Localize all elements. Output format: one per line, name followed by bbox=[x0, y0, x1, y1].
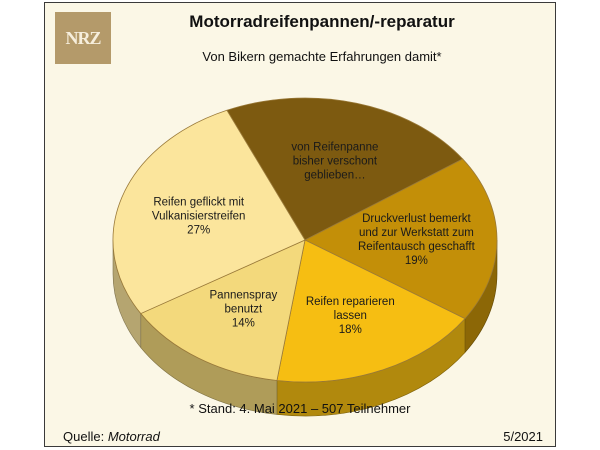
pie-slice-label-3: Pannenspray benutzt 14% bbox=[210, 290, 278, 330]
chart-title: Motorradreifenpannen/-reparatur bbox=[189, 12, 455, 31]
pie-slice-0 bbox=[226, 97, 464, 241]
logo: NRZ bbox=[55, 12, 111, 64]
source-line: Quelle: Motorrad bbox=[63, 429, 160, 444]
pie-slice-label-4: Reifen geflickt mit Vulkanisierstreifen 27… bbox=[152, 196, 246, 236]
pie-slice-1 bbox=[304, 158, 498, 320]
pie-slice-label-1: Druckverlust bemerkt und zur Werkstatt zu… bbox=[358, 213, 476, 267]
chart-subtitle: Von Bikern gemachte Erfahrungen damit* bbox=[202, 49, 442, 64]
pie-slice-4 bbox=[112, 109, 306, 315]
pie-slice-2 bbox=[276, 239, 466, 383]
source-prefix: Quelle: bbox=[63, 429, 108, 444]
pie-slice-label-0: von Reifenpanne bisher verschont geblieben… bbox=[291, 142, 378, 182]
logo-text: NRZ bbox=[65, 27, 101, 48]
pie-slice-label-2: Reifen reparieren lassen 18% bbox=[306, 296, 395, 336]
footnote: * Stand: 4. Mai 2021 – 507 Teilnehmer bbox=[189, 401, 411, 416]
publication-date: 5/2021 bbox=[503, 429, 543, 444]
pie-slice-3 bbox=[140, 239, 306, 381]
source-name: Motorrad bbox=[107, 429, 160, 444]
